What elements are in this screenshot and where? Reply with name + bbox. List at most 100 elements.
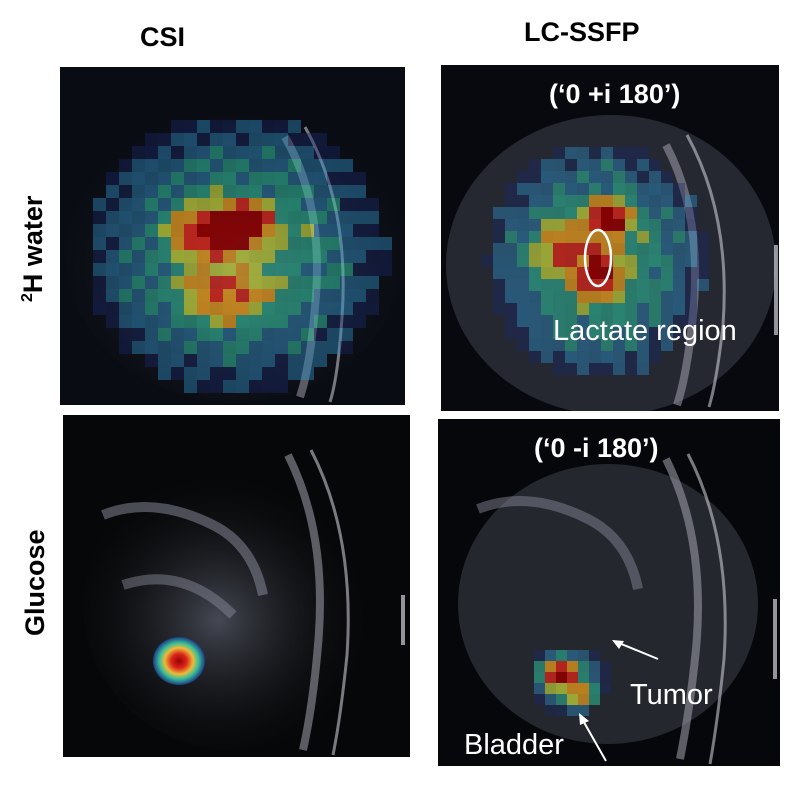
heatmap-pixel <box>553 363 565 375</box>
heatmap-pixel <box>517 279 529 291</box>
heatmap-pixel <box>119 198 132 211</box>
heatmap-pixel <box>517 207 529 219</box>
heatmap-pixel <box>197 159 210 172</box>
heatmap-pixel <box>145 302 158 315</box>
heatmap-pixel <box>534 650 545 661</box>
heatmap-pixel <box>314 133 327 146</box>
row-title-water-text: H water <box>18 195 48 294</box>
heatmap-pixel <box>625 255 637 267</box>
heatmap-pixel <box>565 183 577 195</box>
heatmap-pixel <box>340 250 353 263</box>
heatmap-pixel <box>601 315 613 327</box>
heatmap-pixel <box>649 255 661 267</box>
heatmap-pixel <box>236 224 249 237</box>
heatmap-pixel <box>262 250 275 263</box>
heatmap-pixel <box>210 302 223 315</box>
heatmap-pixel <box>327 172 340 185</box>
heatmap-pixel <box>553 171 565 183</box>
heatmap-pixel <box>275 354 288 367</box>
heatmap-pixel <box>184 198 197 211</box>
heatmap-pixel <box>223 198 236 211</box>
heatmap-pixel <box>541 279 553 291</box>
heatmap-pixel <box>236 380 249 393</box>
heatmap-pixel <box>366 276 379 289</box>
heatmap-pixel <box>288 354 301 367</box>
heatmap-pixel <box>353 224 366 237</box>
heatmap-pixel <box>625 291 637 303</box>
heatmap-pixel <box>184 211 197 224</box>
heatmap-pixel <box>577 279 589 291</box>
mri-image-csi-glucose <box>63 415 410 757</box>
heatmap-pixel <box>567 650 578 661</box>
heatmap-pixel <box>567 672 578 683</box>
heatmap-pixel <box>301 146 314 159</box>
heatmap-pixel <box>262 380 275 393</box>
heatmap-pixel <box>132 211 145 224</box>
heatmap-pixel <box>275 302 288 315</box>
heatmap-pixel <box>577 339 589 351</box>
heatmap-pixel <box>314 146 327 159</box>
heatmap-pixel <box>517 171 529 183</box>
heatmap-pixel <box>301 224 314 237</box>
heatmap-pixel <box>106 250 119 263</box>
heatmap-pixel <box>327 185 340 198</box>
heatmap-pixel <box>171 302 184 315</box>
heatmap-pixel <box>601 219 613 231</box>
heatmap-pixel <box>565 159 577 171</box>
heatmap-pixel <box>601 339 613 351</box>
heatmap-pixel <box>589 339 601 351</box>
heatmap-pixel <box>505 219 517 231</box>
heatmap-pixel <box>249 211 262 224</box>
heatmap-pixel <box>145 159 158 172</box>
heatmap-pixel <box>529 303 541 315</box>
heatmap-pixel <box>184 380 197 393</box>
heatmap-pixel <box>685 195 697 207</box>
heatmap-pixel <box>236 367 249 380</box>
column-title-csi: CSI <box>140 22 186 52</box>
heatmap-pixel <box>275 250 288 263</box>
heatmap-pixel <box>493 291 505 303</box>
heatmap-pixel <box>236 315 249 328</box>
heatmap-pixel <box>171 276 184 289</box>
heatmap-pixel <box>340 198 353 211</box>
heatmap-pixel <box>340 302 353 315</box>
heatmap-pixel <box>236 263 249 276</box>
heatmap-pixel <box>236 237 249 250</box>
heatmap-pixel <box>481 255 493 267</box>
heatmap-pixel <box>556 705 567 716</box>
heatmap-pixel <box>673 195 685 207</box>
heatmap-pixel <box>637 303 649 315</box>
heatmap-pixel <box>505 231 517 243</box>
heatmap-pixel <box>661 291 673 303</box>
heatmap-pixel <box>288 224 301 237</box>
heatmap-pixel <box>275 120 288 133</box>
heatmap-pixel <box>301 302 314 315</box>
heatmap-pixel <box>353 263 366 276</box>
heatmap-pixel <box>577 171 589 183</box>
heatmap-pixel <box>119 328 132 341</box>
heatmap-pixel <box>262 263 275 276</box>
heatmap-pixel <box>197 354 210 367</box>
heatmap-pixel <box>517 327 529 339</box>
heatmap-pixel <box>589 650 600 661</box>
heatmap-pixel <box>353 211 366 224</box>
heatmap-pixel <box>613 171 625 183</box>
heatmap-pixel <box>158 250 171 263</box>
heatmap-pixel <box>505 183 517 195</box>
heatmap-pixel <box>158 237 171 250</box>
heatmap-pixel <box>145 289 158 302</box>
heatmap-pixel <box>613 207 625 219</box>
heatmap-pixel <box>541 291 553 303</box>
heatmap-pixel <box>223 315 236 328</box>
heatmap-pixel <box>171 224 184 237</box>
heatmap-pixel <box>589 661 600 672</box>
heatmap-pixel <box>210 146 223 159</box>
heatmap-pixel <box>314 315 327 328</box>
heatmap-pixel <box>184 120 197 133</box>
heatmap-pixel <box>567 661 578 672</box>
heatmap-pixel <box>565 327 577 339</box>
heatmap-pixel <box>119 224 132 237</box>
heatmap-pixel <box>567 694 578 705</box>
heatmap-pixel <box>637 267 649 279</box>
heatmap-pixel <box>649 171 661 183</box>
